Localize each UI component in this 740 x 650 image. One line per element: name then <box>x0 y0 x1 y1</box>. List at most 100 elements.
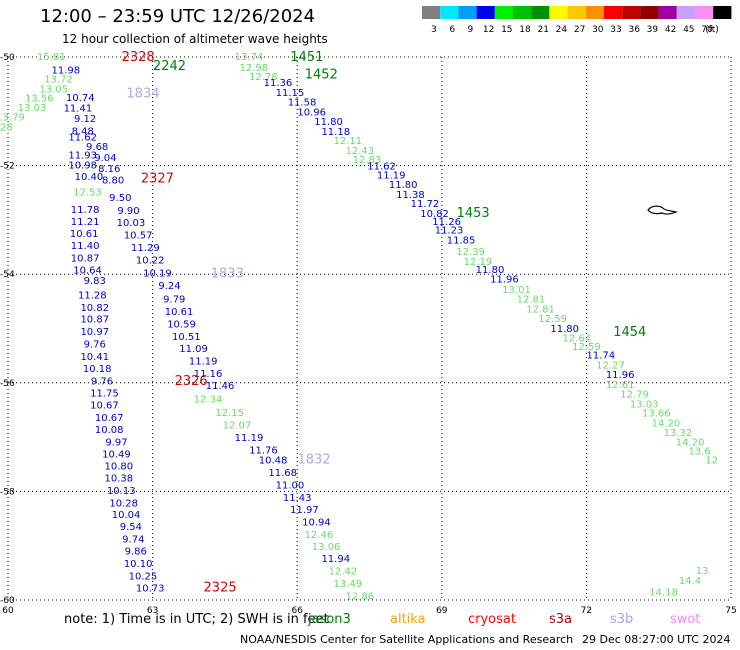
wave-height-value: 12.81 <box>517 295 546 306</box>
wave-height-value: 10.57 <box>124 231 153 242</box>
legend-bin-label: 18 <box>519 25 531 35</box>
legend-swatch <box>422 6 441 19</box>
lon-tick-label: 69 <box>436 606 448 616</box>
wave-height-value: 9.54 <box>120 522 142 533</box>
wave-height-value: 10.19 <box>143 269 172 280</box>
island-outline <box>647 205 678 215</box>
wave-height-value: 11.00 <box>276 480 305 491</box>
wave-height-value: 13.56 <box>25 94 54 105</box>
lon-tick-label: 60 <box>2 606 14 616</box>
legend-swatch <box>622 6 641 19</box>
legend-sat-cryosat: cryosat <box>468 612 516 627</box>
wave-height-value: 9.97 <box>105 437 127 448</box>
wave-height-value: 10.48 <box>259 455 288 466</box>
credit-line: NOAA/NESDIS Center for Satellite Applica… <box>240 633 574 646</box>
wave-height-value: 11.29 <box>131 243 160 254</box>
legend-sat-swot: swot <box>670 612 701 627</box>
legend-bin-label: 70 <box>701 25 713 35</box>
wave-height-value: 11.38 <box>396 190 425 201</box>
wave-height-value: 12.27 <box>596 360 625 371</box>
wave-height-value: 12.19 <box>464 257 493 268</box>
wave-height-value: 13.01 <box>502 285 531 296</box>
map-grid <box>7 56 732 601</box>
legend-bin-label: 42 <box>665 25 676 35</box>
wave-height-value: 11.28 <box>78 290 107 301</box>
wave-height-value: 13.72 <box>44 75 73 86</box>
wave-height-value: 11.15 <box>276 88 305 99</box>
legend-bin-label: 9 <box>468 25 474 35</box>
wave-height-value: 12.86 <box>346 592 375 603</box>
legend-swatch <box>695 6 714 19</box>
wave-height-value: 10.82 <box>80 303 109 314</box>
wave-height-value: 13 <box>696 566 709 577</box>
wave-height-value: 10.61 <box>165 307 194 318</box>
wave-height-value: 9.76 <box>84 340 106 351</box>
wave-height-value: 15.81 <box>37 52 66 63</box>
wave-height-value: 10.10 <box>124 559 153 570</box>
wave-height-value: 10.03 <box>117 218 146 229</box>
lat-tick-label: -50 <box>0 53 15 63</box>
wave-height-value: 10.82 <box>420 209 449 220</box>
pass-time-label: 2327 <box>141 172 174 187</box>
wave-height-value: 9.90 <box>117 206 139 217</box>
legend-sat-s3b: s3b <box>610 612 634 627</box>
legend-sat-saral: altika <box>390 612 426 627</box>
wave-height-value: 12.83 <box>353 155 382 166</box>
wave-height-value: 11.97 <box>290 505 319 516</box>
pass-time-label: 1834 <box>126 86 159 101</box>
lon-tick-label: 63 <box>147 606 158 616</box>
legend-bin-label: 30 <box>592 25 604 35</box>
pass-time-label: 2328 <box>122 50 155 65</box>
pass-time-label: 2242 <box>153 59 186 74</box>
wave-height-value: 11.16 <box>194 369 223 380</box>
lon-tick-label: 72 <box>581 606 592 616</box>
wave-height-value: 11.80 <box>389 180 418 191</box>
wave-height-value: 13.89 <box>0 133 1 144</box>
wave-height-value: 11.85 <box>447 235 476 246</box>
legend-bin-label: 27 <box>574 25 585 35</box>
wave-height-value: 11.40 <box>71 241 100 252</box>
pass-time-label: 2326 <box>175 374 208 389</box>
wave-height-value: 10.40 <box>75 172 104 183</box>
legend-bin-label: 39 <box>647 25 659 35</box>
legend-bin-label: 33 <box>610 25 621 35</box>
map-subtitle: 12 hour collection of altimeter wave hei… <box>62 32 328 46</box>
wave-height-value: 10.94 <box>302 517 331 528</box>
lon-tick-label: 75 <box>725 606 736 616</box>
wave-height-value: 11.21 <box>71 217 100 228</box>
wave-height-value: 11.46 <box>206 381 235 392</box>
wave-height-value: 11.58 <box>288 98 317 109</box>
wave-height-value: 12.46 <box>305 530 334 541</box>
wave-height-value: 12.61 <box>606 380 635 391</box>
wave-height-value: 11.19 <box>235 433 264 444</box>
wave-height-value: 13.32 <box>664 428 693 439</box>
wave-height-value: 13.06 <box>312 542 341 553</box>
pass-time-label: 1451 <box>290 50 323 65</box>
wave-height-value: 13.79 <box>0 113 25 124</box>
generated-timestamp: 29 Dec 08:27:00 UTC 2024 <box>582 633 731 646</box>
wave-height-value: 10.08 <box>95 425 124 436</box>
legend-swatch <box>513 6 532 19</box>
wave-height-value: 10.28 <box>109 498 138 509</box>
wave-height-value: 9.50 <box>109 193 131 204</box>
wave-height-value: 12.59 <box>538 314 567 325</box>
wave-height-value: 12.53 <box>73 188 102 199</box>
pass-time-label: 1452 <box>305 67 338 82</box>
wave-height-value: 10.87 <box>71 253 100 264</box>
wave-height-value: 9.04 <box>94 153 116 164</box>
wave-height-value: 10.74 <box>66 93 95 104</box>
wave-height-value: 10.49 <box>102 449 131 460</box>
wave-height-value: 11.93 <box>68 151 97 162</box>
legend-swatch <box>476 6 495 19</box>
wave-height-value: 11.98 <box>52 65 81 76</box>
wave-height-value: 14.4 <box>679 576 701 587</box>
legend-bin-label: 36 <box>628 25 640 35</box>
lat-tick-label: -54 <box>0 270 15 280</box>
legend-swatch <box>440 6 459 19</box>
legend-swatch <box>549 6 568 19</box>
color-legend: 3 6 9 12 15 18 21 24 27 30 33 36 39 42 45 70(ft) <box>422 6 732 35</box>
wave-height-value: 11.62 <box>68 132 97 143</box>
wave-height-value: 11.41 <box>64 103 93 114</box>
